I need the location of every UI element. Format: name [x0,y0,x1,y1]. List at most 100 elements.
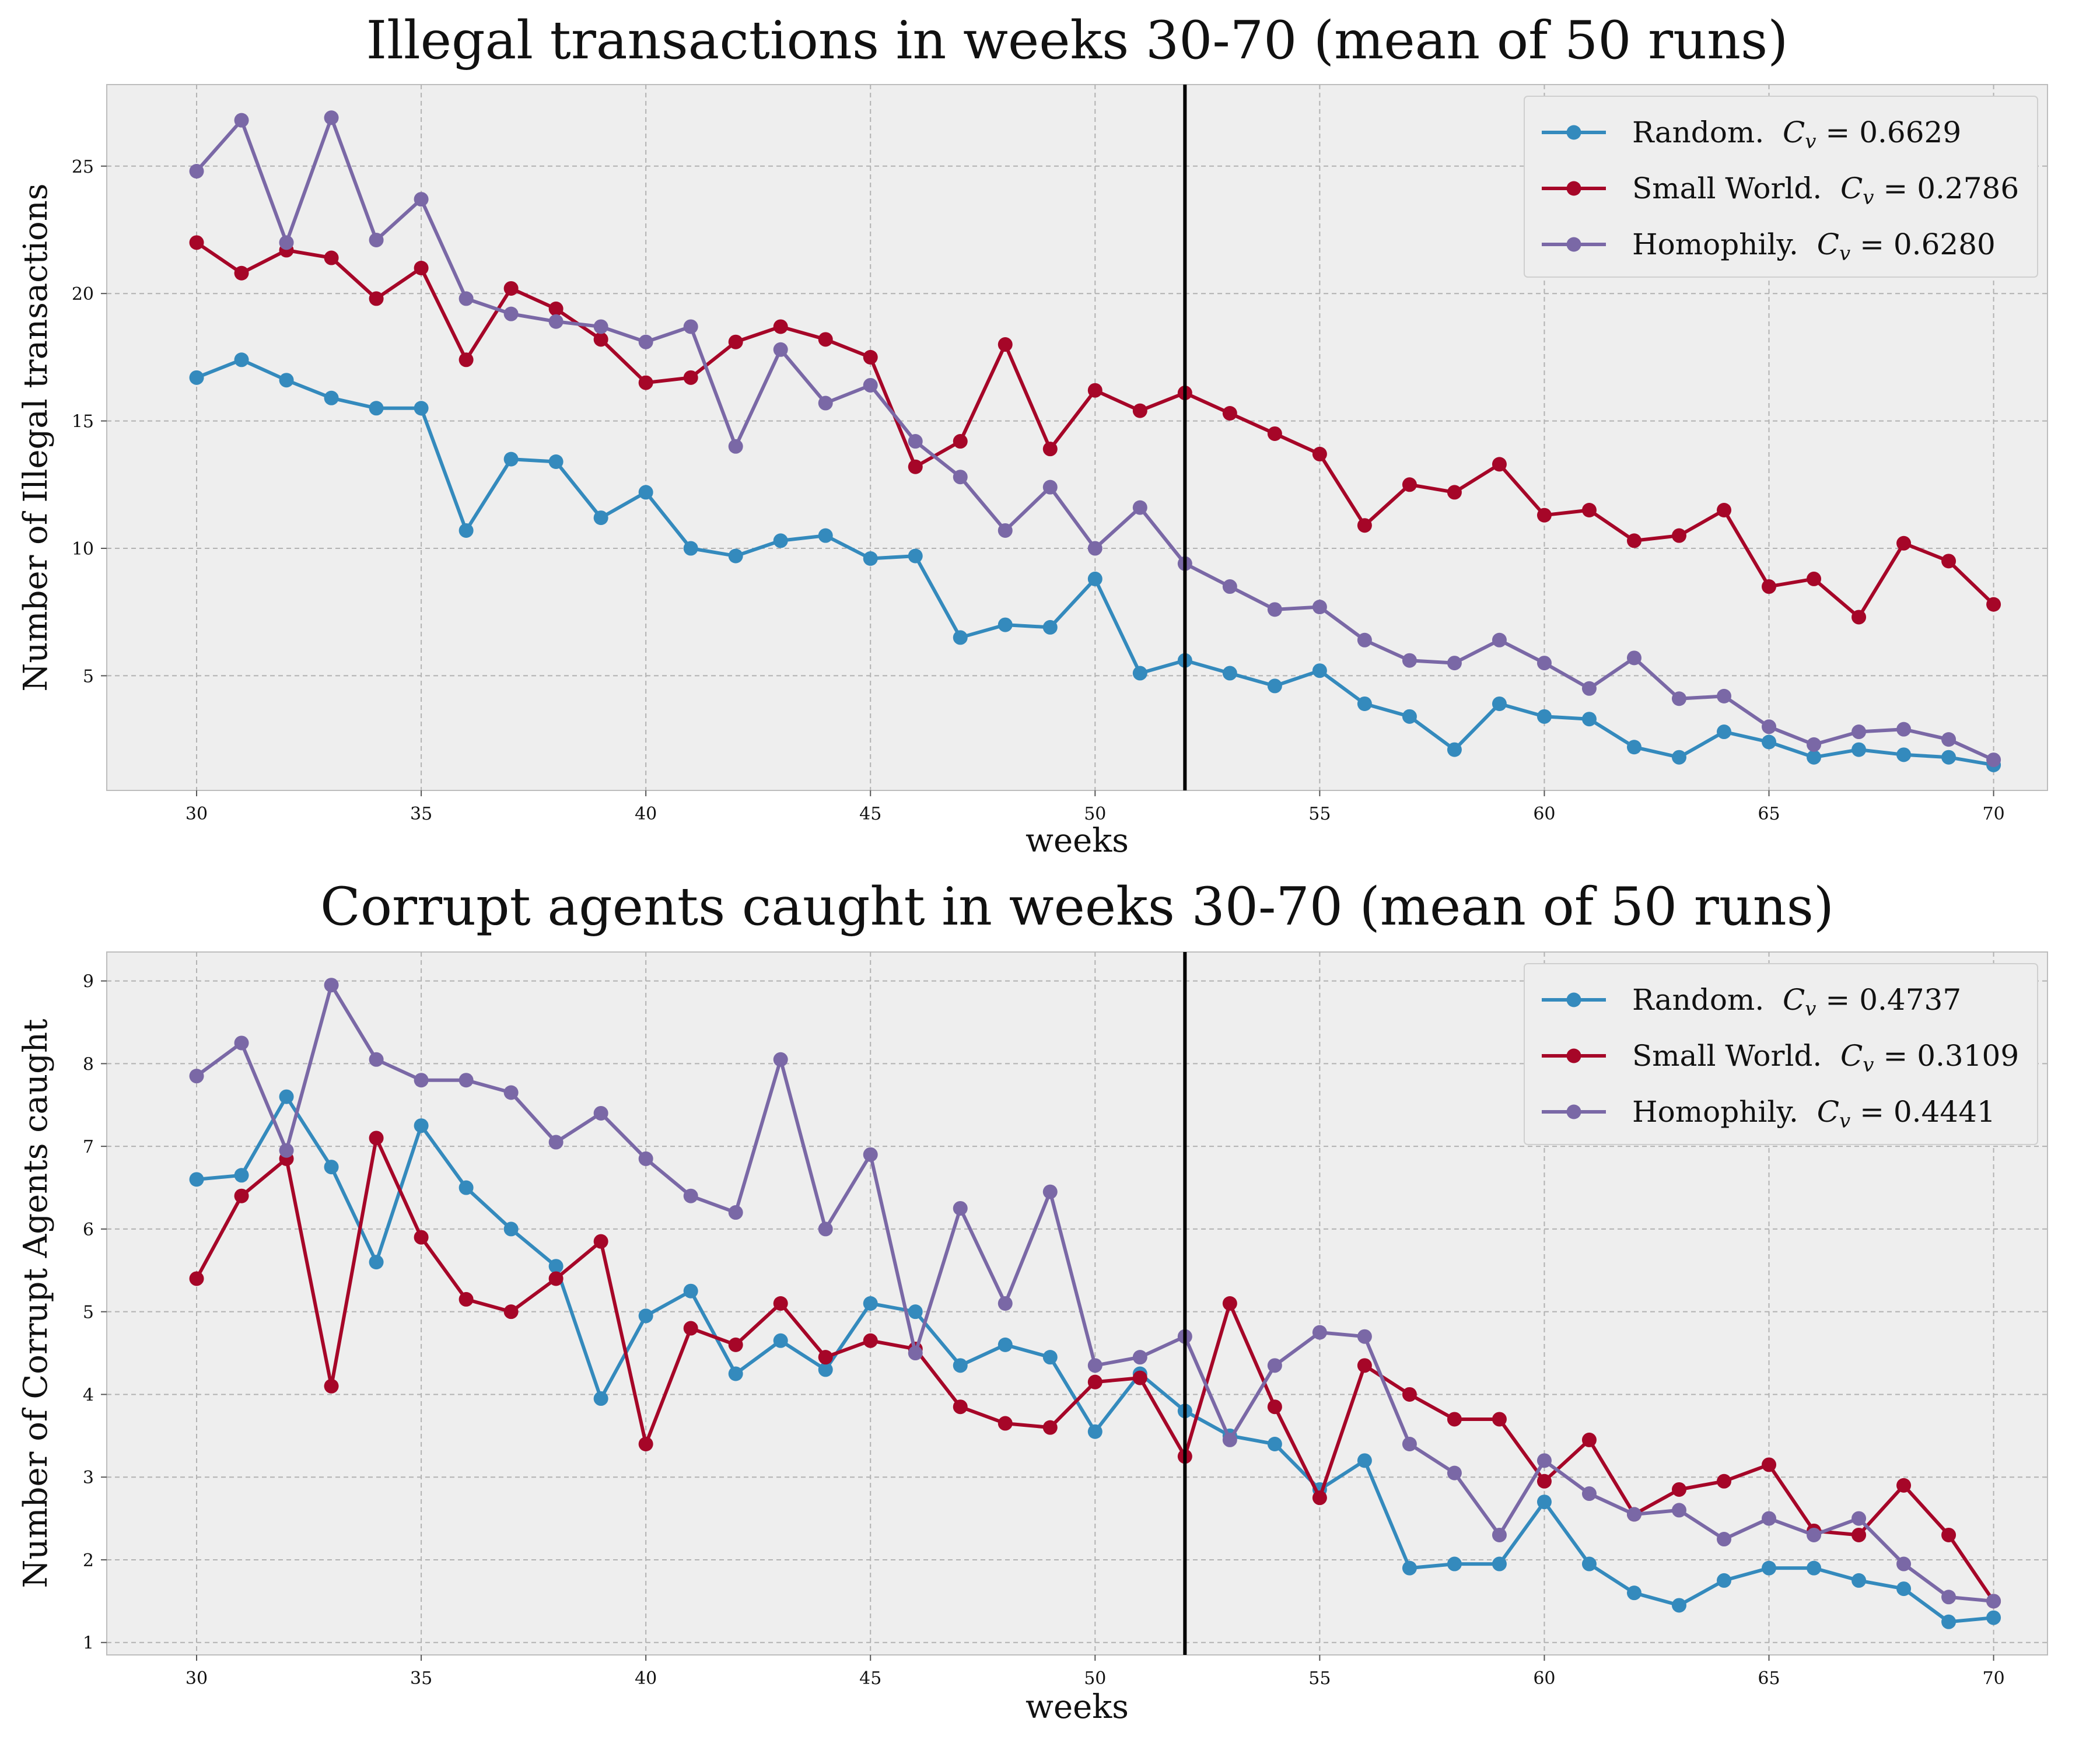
data-point-homophily [998,523,1013,538]
data-point-homophily [1626,650,1642,666]
data-point-homophily [189,164,204,179]
data-point-random [1717,1573,1731,1588]
legend-series-name: Small World. [1632,1039,1831,1073]
data-point-homophily [1536,1453,1552,1468]
x-tick-label: 55 [1308,804,1331,824]
data-point-small-world [1447,485,1462,500]
data-point-random [189,370,204,385]
data-point-homophily [1807,1527,1822,1542]
data-point-random [1447,742,1462,757]
data-point-random [1852,1573,1867,1588]
data-point-small-world [1267,1399,1282,1415]
data-point-small-world [1941,554,1957,569]
data-point-small-world [1762,1457,1777,1472]
data-point-small-world [1402,1387,1417,1402]
data-point-random [1896,1581,1912,1597]
data-point-small-world [1087,1374,1102,1390]
x-tick-label: 70 [1982,1668,2004,1689]
data-point-homophily [1402,653,1417,668]
legend-cv-symbol: C [1773,983,1805,1017]
data-point-random [908,548,923,564]
legend-cv-equals: = [1874,172,1917,205]
data-point-small-world [1671,528,1686,543]
x-tick-label: 50 [1084,1668,1106,1689]
data-point-random [548,1259,564,1274]
data-point-random [1536,709,1552,724]
data-point-homophily [1717,1532,1731,1547]
data-point-homophily [1581,681,1597,696]
data-point-homophily [1357,632,1372,648]
data-point-random [1042,1350,1058,1365]
legend-label-random: Random. Cv = 0.6629 [1632,116,1961,153]
x-tick-label: 50 [1084,804,1106,824]
legend-marker-random [1566,992,1581,1007]
data-point-small-world [683,1321,698,1336]
y-tick-label: 15 [72,412,94,432]
y-tick-label: 2 [83,1550,94,1571]
legend-cv-value: 0.4441 [1894,1095,1996,1129]
data-point-small-world [369,1130,384,1146]
data-point-random [459,1180,474,1195]
data-point-homophily [1941,1590,1957,1605]
data-point-small-world [503,281,519,296]
data-point-random [279,373,294,388]
data-point-homophily [234,113,249,128]
data-point-small-world [1762,579,1777,594]
data-point-small-world [189,235,204,250]
y-tick-label: 9 [83,972,94,992]
legend-marker-homophily [1566,1104,1581,1119]
data-point-homophily [1222,1432,1237,1447]
data-point-homophily [414,192,429,207]
data-point-homophily [728,439,743,454]
data-point-random [728,1366,743,1381]
data-point-small-world [548,301,564,316]
x-tick-label: 65 [1758,1668,1780,1689]
data-point-small-world [234,1188,249,1203]
data-point-small-world [324,250,339,265]
data-point-random [1671,750,1686,765]
data-point-homophily [1492,1527,1507,1542]
data-point-small-world [953,434,968,449]
data-point-random [1402,1560,1417,1576]
data-point-small-world [1717,1474,1731,1489]
x-tick-label: 40 [635,804,657,824]
data-point-small-world [234,265,249,281]
data-point-homophily [638,334,653,349]
data-point-random [683,541,698,556]
data-point-random [459,523,474,538]
data-point-small-world [863,1333,878,1348]
legend-cv-subscript: v [1805,130,1816,153]
data-point-small-world [683,370,698,385]
data-point-small-world [1536,508,1552,523]
data-point-homophily [1447,1465,1462,1480]
data-point-small-world [1267,426,1282,441]
x-tick-label: 40 [635,1668,657,1689]
data-point-random [414,1118,429,1133]
data-point-homophily [1536,656,1552,671]
data-point-homophily [593,319,608,334]
data-point-random [773,533,788,548]
data-point-random [1626,740,1642,755]
data-point-small-world [1492,457,1507,472]
data-point-small-world [1896,536,1912,551]
data-point-random [818,1362,833,1377]
data-point-homophily [1087,541,1102,556]
data-point-small-world [459,352,474,368]
legend-cv-symbol: C [1808,228,1839,261]
data-point-homophily [1896,1556,1912,1572]
data-point-random [414,401,429,416]
data-point-random [1762,734,1777,750]
data-point-small-world [1042,1420,1058,1435]
data-point-random [1941,750,1957,765]
data-point-random [818,528,833,543]
data-point-random [1087,1424,1102,1439]
data-point-homophily [414,1073,429,1088]
legend-cv-subscript: v [1863,1054,1874,1077]
chart-illegal-transactions: 30 35 40 45 50 55 60 65 70 5 10 15 20 25 Random. Cv = … [17,10,2048,860]
data-point-homophily [1222,579,1237,594]
data-point-random [503,1222,519,1237]
data-point-small-world [1896,1478,1912,1493]
data-point-random [324,1160,339,1175]
legend-cv-subscript: v [1805,998,1816,1021]
